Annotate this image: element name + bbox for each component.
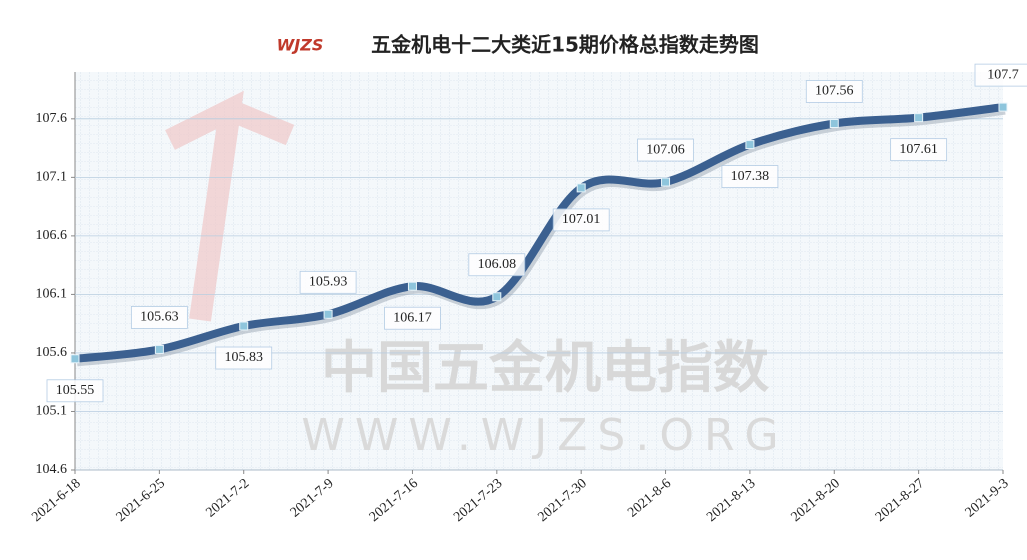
data-label: 106.08 xyxy=(478,257,517,272)
marker xyxy=(323,309,333,319)
data-label: 107.38 xyxy=(731,169,770,184)
label-box xyxy=(721,165,779,188)
x-tick-label: 2021-7-23 xyxy=(451,476,505,525)
logo: WJZS xyxy=(277,36,324,55)
data-label: 107.56 xyxy=(815,84,854,99)
y-tick-label: 105.6 xyxy=(36,345,68,360)
data-label: 105.63 xyxy=(140,310,179,325)
marker xyxy=(745,140,755,150)
data-label: 107.61 xyxy=(899,142,938,157)
data-label: 107.7 xyxy=(987,67,1019,82)
marker xyxy=(661,177,671,187)
x-tick-label: 2021-6-25 xyxy=(114,476,168,525)
x-tick-label: 2021-8-27 xyxy=(873,476,927,525)
x-tick-label: 2021-7-2 xyxy=(203,476,252,520)
label-box xyxy=(974,63,1027,87)
marker xyxy=(829,119,839,129)
label-box xyxy=(130,306,188,329)
y-tick-label: 105.1 xyxy=(36,404,68,419)
marker xyxy=(914,113,924,123)
label-box xyxy=(552,208,610,232)
data-label: 105.93 xyxy=(309,275,348,290)
x-tick-label: 2021-7-9 xyxy=(288,476,337,520)
chart-title: 五金机电十二大类近15期价格总指数走势图 xyxy=(371,33,759,57)
label-box xyxy=(805,80,863,103)
marker xyxy=(154,344,164,354)
label-box xyxy=(890,138,948,162)
label-box xyxy=(46,379,104,403)
label-box xyxy=(215,346,273,370)
data-label: 105.55 xyxy=(56,383,95,398)
data-label: 107.01 xyxy=(562,212,601,227)
x-tick-label: 2021-9-3 xyxy=(963,476,1012,520)
label-box xyxy=(637,138,694,162)
data-label: 106.17 xyxy=(393,310,432,325)
y-tick-label: 106.1 xyxy=(36,287,68,302)
data-label: 105.83 xyxy=(224,350,263,365)
x-tick-label: 2021-8-20 xyxy=(789,476,843,525)
marker xyxy=(70,354,80,364)
marker xyxy=(239,321,249,331)
y-tick-label: 106.6 xyxy=(36,228,68,243)
x-tick-label: 2021-7-16 xyxy=(367,476,421,525)
x-tick-label: 2021-6-18 xyxy=(29,476,83,525)
label-box xyxy=(384,306,441,330)
y-tick-label: 107.6 xyxy=(36,111,68,126)
marker xyxy=(576,183,586,193)
y-tick-label: 107.1 xyxy=(36,170,68,185)
marker xyxy=(492,292,502,302)
x-tick-label: 2021-8-13 xyxy=(704,476,758,525)
watermark: WWW.WJZS.ORG xyxy=(301,410,788,461)
watermark-arrow xyxy=(165,90,295,322)
data-label: 107.06 xyxy=(646,142,685,157)
marker xyxy=(407,281,417,291)
x-tick-label: 2021-7-30 xyxy=(535,476,589,525)
label-box xyxy=(468,253,526,277)
watermark: 中国五金机电指数 xyxy=(321,336,769,401)
label-box xyxy=(299,270,357,294)
marker xyxy=(998,102,1008,112)
y-tick-label: 104.6 xyxy=(36,462,68,477)
x-tick-label: 2021-8-6 xyxy=(625,476,674,520)
